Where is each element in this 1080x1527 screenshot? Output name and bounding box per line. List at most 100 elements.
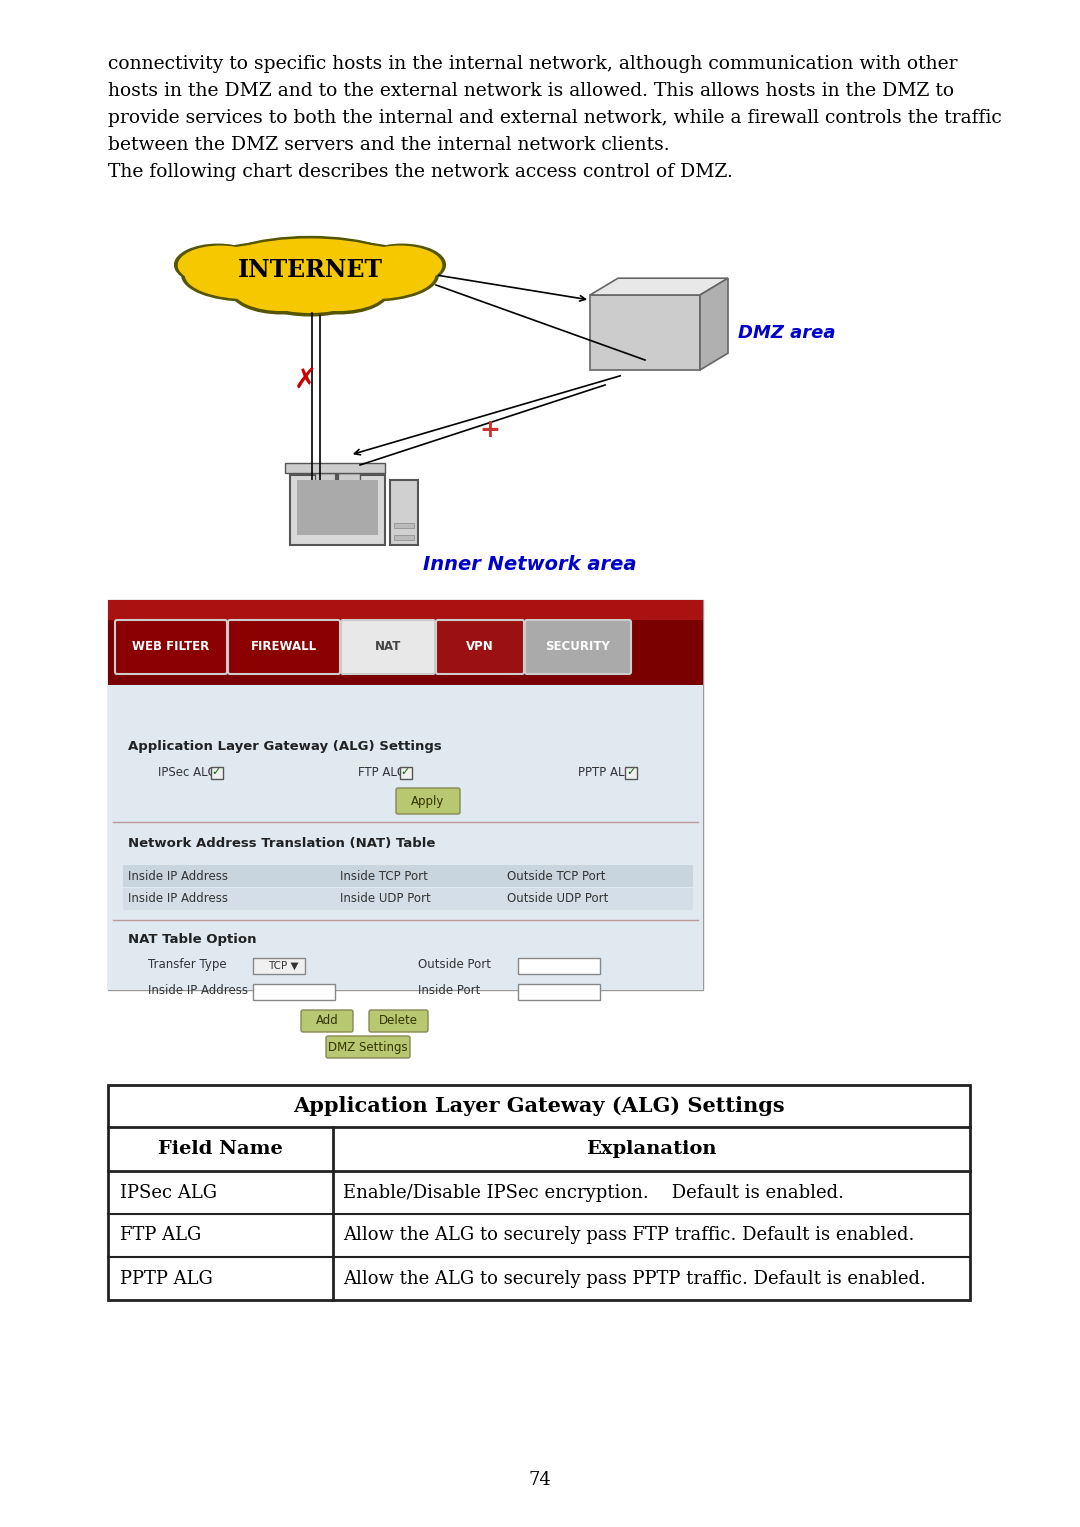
Text: 74: 74	[528, 1471, 552, 1489]
Ellipse shape	[186, 250, 311, 298]
Text: Apply: Apply	[411, 794, 445, 808]
Ellipse shape	[289, 267, 387, 310]
Text: ✓: ✓	[626, 767, 636, 777]
Polygon shape	[700, 278, 728, 370]
Ellipse shape	[231, 267, 332, 313]
FancyBboxPatch shape	[436, 620, 524, 673]
Text: Inside IP Address: Inside IP Address	[129, 892, 228, 906]
FancyBboxPatch shape	[123, 889, 693, 910]
FancyBboxPatch shape	[326, 1035, 410, 1058]
FancyBboxPatch shape	[108, 686, 703, 989]
Ellipse shape	[309, 249, 438, 301]
Ellipse shape	[359, 244, 445, 286]
FancyBboxPatch shape	[396, 788, 460, 814]
FancyBboxPatch shape	[285, 463, 384, 473]
Text: Network Address Translation (NAT) Table: Network Address Translation (NAT) Table	[129, 837, 435, 851]
FancyBboxPatch shape	[369, 1009, 428, 1032]
Ellipse shape	[357, 246, 442, 284]
FancyBboxPatch shape	[394, 534, 414, 541]
FancyBboxPatch shape	[297, 479, 378, 534]
FancyBboxPatch shape	[400, 767, 411, 779]
Polygon shape	[590, 278, 728, 295]
FancyBboxPatch shape	[291, 475, 384, 545]
Text: NAT: NAT	[375, 640, 401, 654]
Ellipse shape	[309, 250, 434, 298]
Text: Enable/Disable IPSec encryption.    Default is enabled.: Enable/Disable IPSec encryption. Default…	[343, 1183, 843, 1202]
Text: Add: Add	[315, 1014, 338, 1028]
Text: Allow the ALG to securely pass PPTP traffic. Default is enabled.: Allow the ALG to securely pass PPTP traf…	[343, 1269, 926, 1287]
Ellipse shape	[253, 269, 367, 316]
Ellipse shape	[233, 267, 330, 310]
Text: Outside TCP Port: Outside TCP Port	[507, 869, 605, 883]
FancyBboxPatch shape	[625, 767, 637, 779]
Text: FIREWALL: FIREWALL	[251, 640, 318, 654]
Text: Inner Network area: Inner Network area	[423, 554, 637, 574]
FancyBboxPatch shape	[518, 957, 600, 974]
FancyBboxPatch shape	[394, 524, 414, 528]
Ellipse shape	[210, 237, 410, 304]
Text: hosts in the DMZ and to the external network is allowed. This allows hosts in th: hosts in the DMZ and to the external net…	[108, 82, 954, 99]
Text: Application Layer Gateway (ALG) Settings: Application Layer Gateway (ALG) Settings	[129, 741, 442, 753]
Text: Inside Port: Inside Port	[418, 983, 481, 997]
FancyBboxPatch shape	[390, 479, 418, 545]
Text: VPN: VPN	[467, 640, 494, 654]
Ellipse shape	[175, 244, 261, 286]
Text: SECURITY: SECURITY	[545, 640, 610, 654]
Text: NAT Table Option: NAT Table Option	[129, 933, 257, 947]
Ellipse shape	[212, 240, 408, 301]
Text: FTP ALG: FTP ALG	[357, 767, 406, 779]
FancyBboxPatch shape	[211, 767, 222, 779]
FancyBboxPatch shape	[253, 983, 335, 1000]
FancyBboxPatch shape	[525, 620, 631, 673]
Text: Inside IP Address: Inside IP Address	[148, 983, 248, 997]
Text: ✓: ✓	[401, 767, 410, 777]
Ellipse shape	[254, 270, 366, 313]
Text: Outside UDP Port: Outside UDP Port	[507, 892, 608, 906]
Text: +: +	[480, 418, 500, 441]
Text: Explanation: Explanation	[586, 1141, 717, 1157]
Ellipse shape	[205, 243, 415, 278]
FancyBboxPatch shape	[301, 1009, 353, 1032]
Text: connectivity to specific hosts in the internal network, although communication w: connectivity to specific hosts in the in…	[108, 55, 958, 73]
Text: Application Layer Gateway (ALG) Settings: Application Layer Gateway (ALG) Settings	[293, 1096, 785, 1116]
Text: PPTP ALG: PPTP ALG	[120, 1269, 213, 1287]
Text: INTERNET: INTERNET	[238, 258, 382, 282]
FancyBboxPatch shape	[108, 600, 703, 686]
Text: DMZ Settings: DMZ Settings	[328, 1040, 408, 1054]
FancyBboxPatch shape	[123, 864, 693, 887]
FancyBboxPatch shape	[518, 983, 600, 1000]
FancyBboxPatch shape	[228, 620, 340, 673]
FancyBboxPatch shape	[341, 620, 435, 673]
FancyBboxPatch shape	[108, 600, 703, 989]
Text: FTP ALG: FTP ALG	[120, 1226, 201, 1245]
FancyBboxPatch shape	[315, 473, 360, 486]
Text: between the DMZ servers and the internal network clients.: between the DMZ servers and the internal…	[108, 136, 670, 154]
FancyBboxPatch shape	[108, 1086, 970, 1299]
Text: Inside IP Address: Inside IP Address	[129, 869, 228, 883]
Ellipse shape	[178, 246, 262, 284]
Ellipse shape	[181, 249, 311, 301]
FancyBboxPatch shape	[253, 957, 305, 974]
Text: ✓: ✓	[212, 767, 221, 777]
FancyBboxPatch shape	[114, 620, 227, 673]
FancyBboxPatch shape	[108, 600, 703, 620]
Text: provide services to both the internal and external network, while a firewall con: provide services to both the internal an…	[108, 108, 1002, 127]
Ellipse shape	[202, 240, 418, 279]
Ellipse shape	[288, 267, 389, 313]
Text: Inside UDP Port: Inside UDP Port	[340, 892, 431, 906]
Text: Inside TCP Port: Inside TCP Port	[340, 869, 428, 883]
Text: PPTP ALG: PPTP ALG	[578, 767, 634, 779]
Text: DMZ area: DMZ area	[738, 324, 836, 342]
Text: WEB FILTER: WEB FILTER	[133, 640, 210, 654]
Text: IPSec ALG: IPSec ALG	[120, 1183, 217, 1202]
Text: TCP ▼: TCP ▼	[268, 960, 298, 971]
Text: IPSec ALG: IPSec ALG	[158, 767, 217, 779]
FancyBboxPatch shape	[590, 295, 700, 370]
Text: Outside Port: Outside Port	[418, 957, 491, 971]
Text: Delete: Delete	[379, 1014, 418, 1028]
Text: The following chart describes the network access control of DMZ.: The following chart describes the networ…	[108, 163, 733, 182]
Text: Transfer Type: Transfer Type	[148, 957, 227, 971]
Text: ✗: ✗	[294, 366, 316, 394]
Text: Field Name: Field Name	[158, 1141, 283, 1157]
Text: Allow the ALG to securely pass FTP traffic. Default is enabled.: Allow the ALG to securely pass FTP traff…	[343, 1226, 915, 1245]
